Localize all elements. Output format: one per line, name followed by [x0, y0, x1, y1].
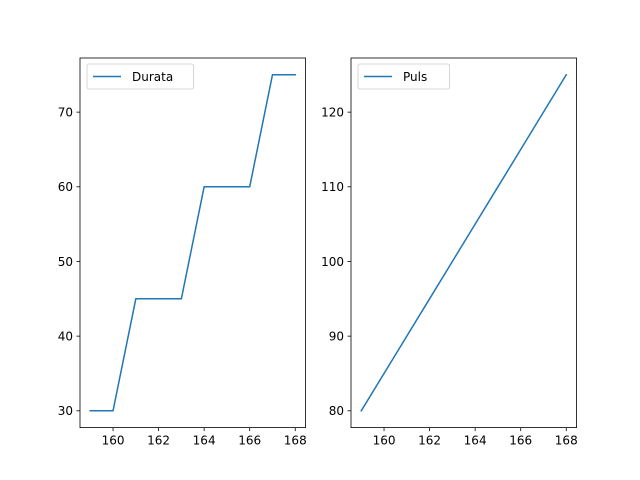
y-tick-label: 100: [321, 255, 344, 269]
x-tick-label: 160: [102, 434, 125, 448]
x-tick-label: 168: [555, 434, 578, 448]
x-tick-label: 160: [373, 434, 396, 448]
axes-frame-right: [350, 57, 577, 429]
series-line-puls: [360, 73, 568, 412]
x-tick-label: 162: [147, 434, 170, 448]
legend-label: Puls: [403, 70, 427, 84]
y-tick-label: 80: [329, 404, 344, 418]
subplot-left: 160 162 164 166 168 30 40 50 60 70 Durata: [58, 57, 307, 448]
y-tick-label: 60: [58, 180, 73, 194]
x-tick-label: 162: [418, 434, 441, 448]
x-tick-label: 164: [464, 434, 487, 448]
x-tick-label: 168: [284, 434, 307, 448]
y-tick-label: 110: [321, 180, 344, 194]
x-tick-label: 166: [509, 434, 532, 448]
y-tick-label: 90: [329, 329, 344, 343]
series-line-durata: [89, 74, 296, 412]
axes-frame-left: [79, 57, 306, 429]
subplot-right: 160 162 164 166 168 80 90 100 110 120 Puls: [321, 57, 578, 448]
y-tick-label: 50: [58, 255, 73, 269]
y-tick-label: 40: [58, 329, 73, 343]
legend-label: Durata: [132, 70, 173, 84]
y-tick-label: 120: [321, 105, 344, 119]
y-tick-label: 70: [58, 105, 73, 119]
x-tick-label: 164: [193, 434, 216, 448]
y-tick-label: 30: [58, 404, 73, 418]
legend-box: [86, 63, 194, 90]
legend-box: [357, 63, 450, 90]
x-tick-label: 166: [238, 434, 261, 448]
